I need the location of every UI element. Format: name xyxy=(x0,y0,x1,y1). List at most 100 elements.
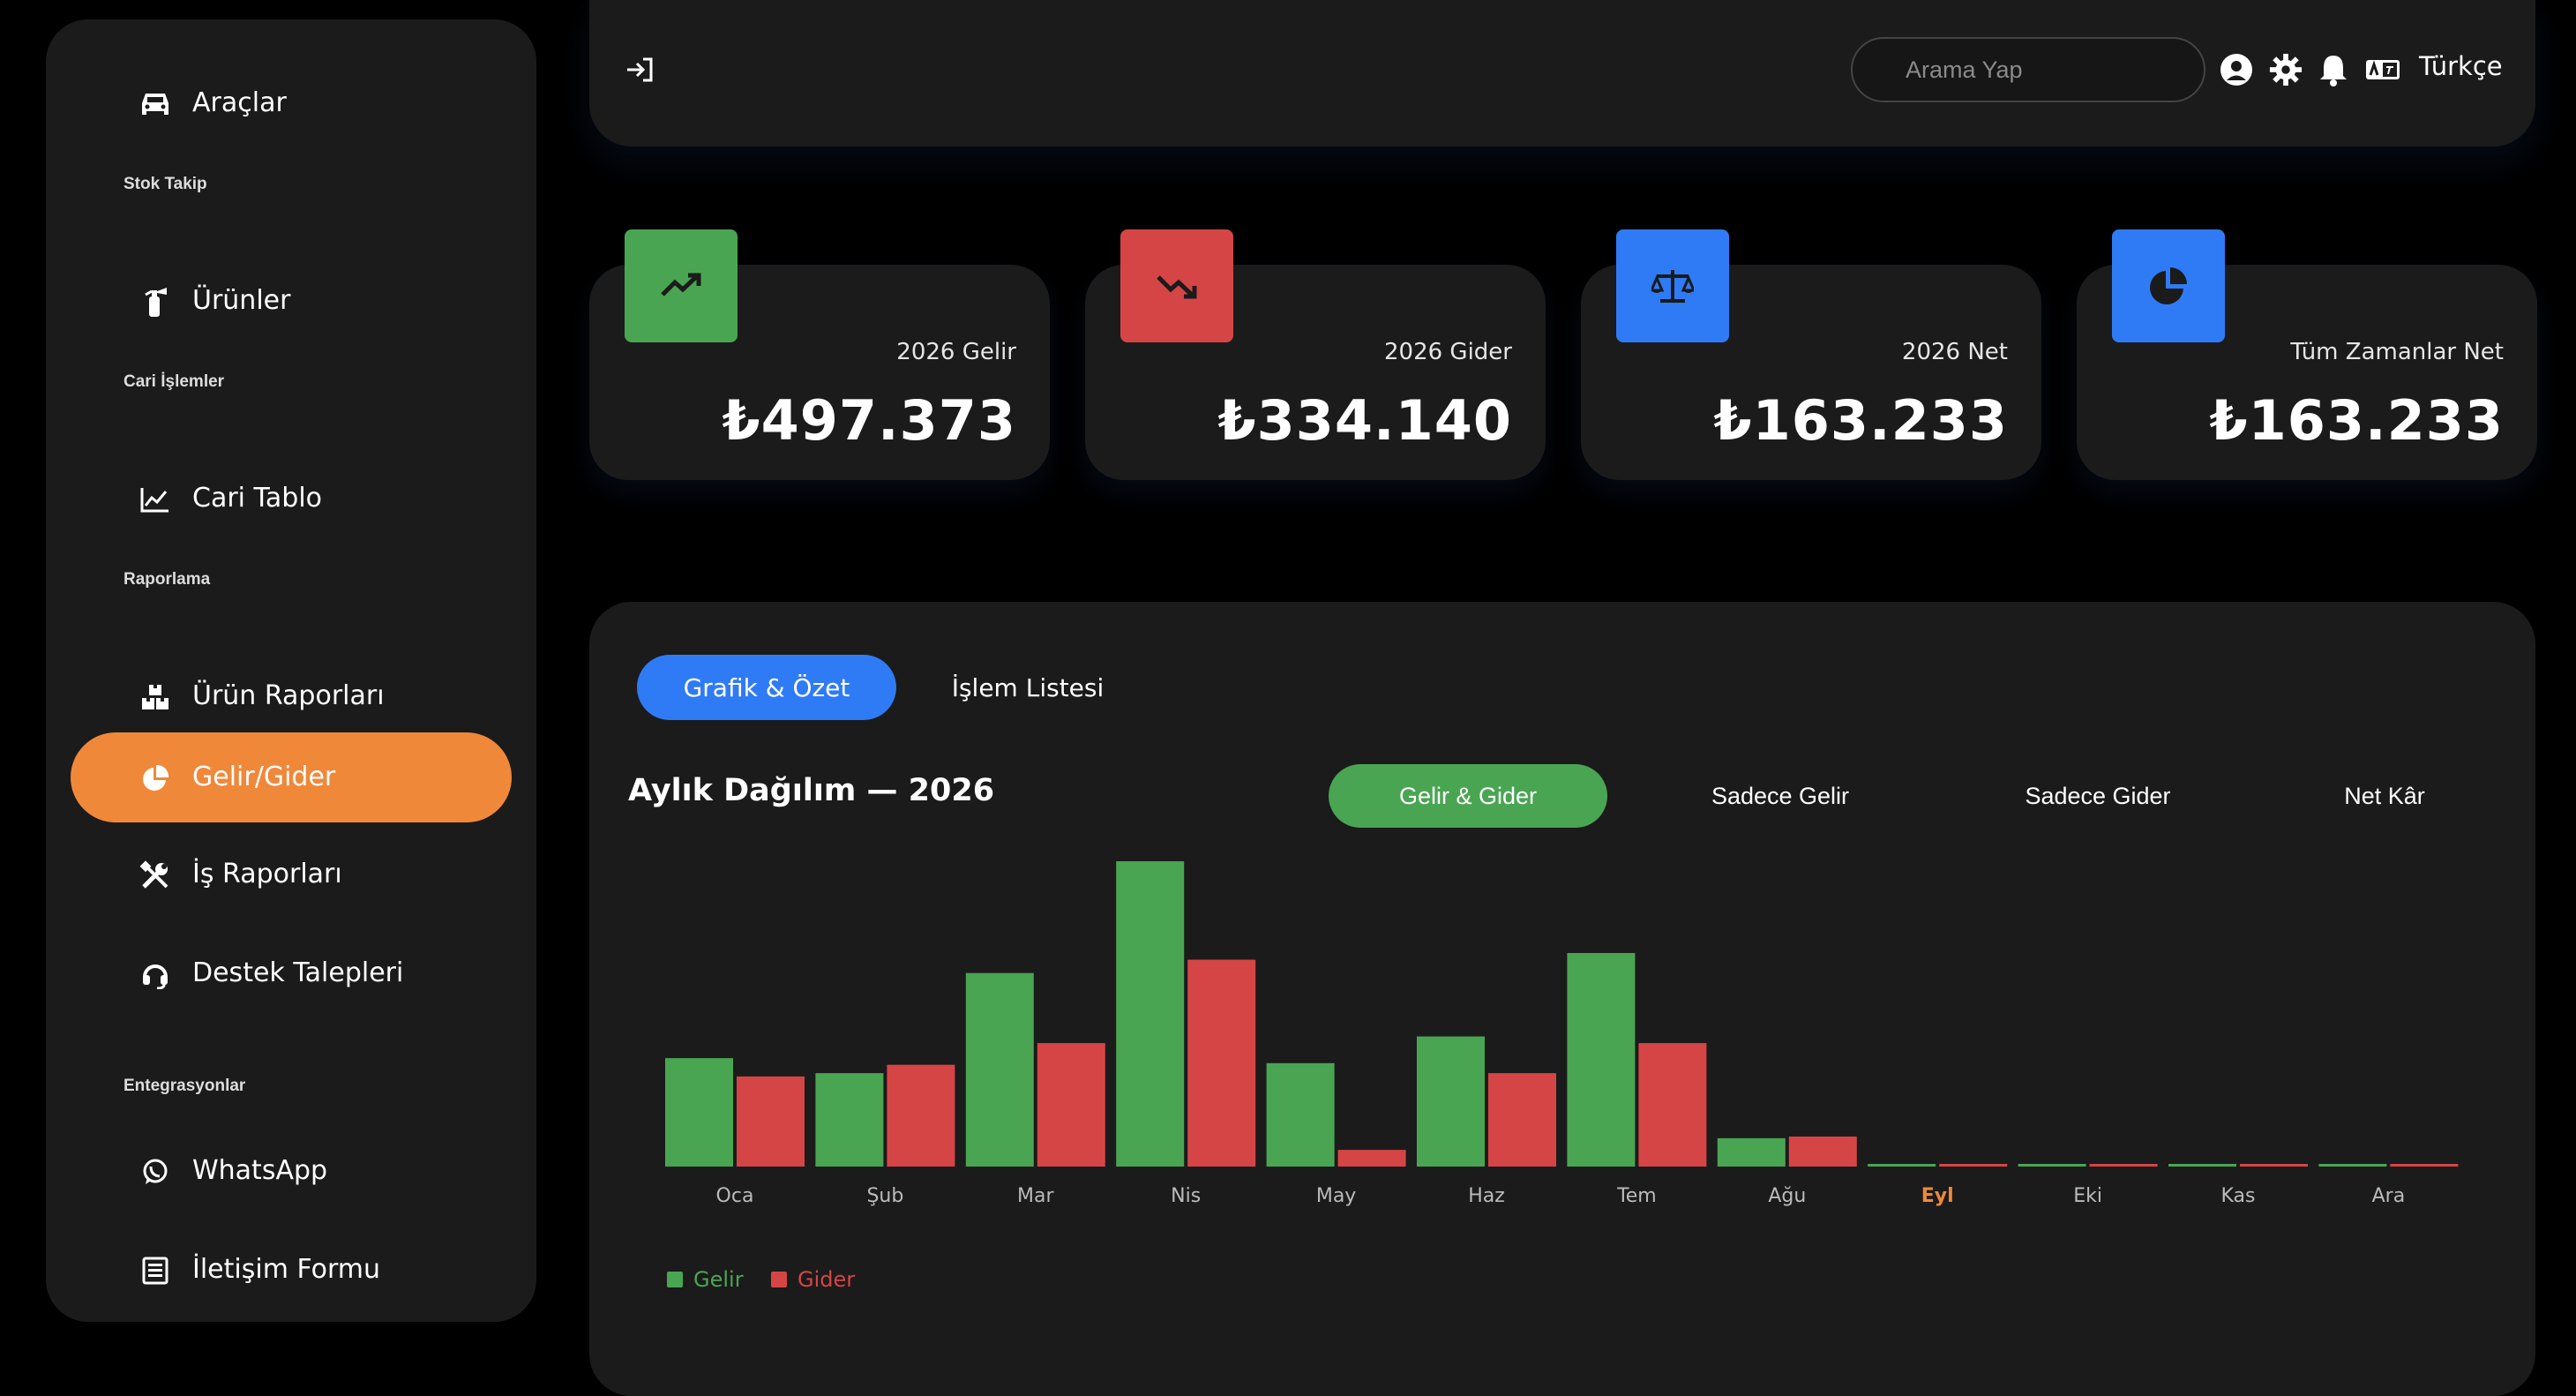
bar-gelir-1[interactable] xyxy=(815,1073,884,1167)
stat-label: 2026 Net xyxy=(1901,339,2008,365)
sidebar-item-label: Ürünler xyxy=(192,285,291,316)
bar-gider-3[interactable] xyxy=(1187,959,1256,1167)
x-tick-label: Haz xyxy=(1468,1185,1505,1207)
bar-gider-11[interactable] xyxy=(2390,1164,2459,1167)
bar-gider-2[interactable] xyxy=(1037,1043,1105,1167)
x-tick-label: Şub xyxy=(866,1185,903,1207)
sidebar-item-araclar[interactable]: Araçlar xyxy=(71,58,512,148)
stat-value: ₺163.233 xyxy=(2209,388,2504,453)
filter-net-kar[interactable]: Net Kâr xyxy=(2344,782,2425,809)
sidebar-item-destek-talepleri[interactable]: Destek Talepleri xyxy=(71,928,512,1018)
user-icon[interactable] xyxy=(2220,53,2253,86)
tab-grafik-ozet[interactable]: Grafik & Özet xyxy=(637,655,896,720)
bar-gider-10[interactable] xyxy=(2240,1164,2308,1167)
stat-label: Tüm Zamanlar Net xyxy=(2290,339,2504,365)
x-tick-label: Nis xyxy=(1171,1185,1201,1207)
legend-income: Gelir xyxy=(667,1267,744,1292)
section-label-cari-islemler: Cari İşlemler xyxy=(124,372,225,391)
sidebar-item-iletisim-formu[interactable]: İletişim Formu xyxy=(71,1225,512,1315)
sidebar-item-label: Gelir/Gider xyxy=(192,762,336,792)
language-selector[interactable]: Türkçe xyxy=(2419,51,2503,81)
trend-down-icon xyxy=(1120,229,1233,342)
bar-gider-7[interactable] xyxy=(1788,1136,1857,1167)
bar-gelir-3[interactable] xyxy=(1116,861,1185,1167)
bar-gelir-0[interactable] xyxy=(665,1058,733,1167)
translate-icon[interactable] xyxy=(2364,53,2401,86)
bar-gider-6[interactable] xyxy=(1638,1043,1707,1167)
x-tick-label: Ara xyxy=(2372,1185,2406,1207)
bar-gelir-10[interactable] xyxy=(2168,1164,2236,1167)
legend-label: Gider xyxy=(798,1267,856,1292)
pie-chart-icon xyxy=(2112,229,2225,342)
form-icon xyxy=(139,1255,171,1287)
filter-sadece-gider[interactable]: Sadece Gider xyxy=(2025,782,2171,809)
sidebar-item-label: İletişim Formu xyxy=(192,1254,381,1285)
bar-gider-8[interactable] xyxy=(1939,1164,2008,1167)
stat-value: ₺334.140 xyxy=(1217,388,1512,453)
bar-gelir-8[interactable] xyxy=(1868,1164,1936,1167)
line-chart-icon xyxy=(139,484,171,515)
sidebar-item-label: Destek Talepleri xyxy=(192,957,404,988)
legend-label: Gelir xyxy=(693,1267,744,1292)
headset-icon xyxy=(139,958,171,990)
x-tick-label: Mar xyxy=(1017,1185,1054,1207)
fire-extinguisher-icon xyxy=(139,286,171,318)
bar-gelir-2[interactable] xyxy=(965,972,1034,1167)
sidebar-item-label: İş Raporları xyxy=(192,859,342,889)
x-tick-label: Tem xyxy=(1616,1185,1657,1207)
bar-gelir-7[interactable] xyxy=(1717,1137,1786,1167)
bar-gelir-4[interactable] xyxy=(1266,1062,1335,1167)
section-label-entegrasyonlar: Entegrasyonlar xyxy=(124,1077,246,1095)
sidebar-item-label: Cari Tablo xyxy=(192,483,323,514)
stat-value: ₺497.373 xyxy=(722,388,1016,453)
sidebar-item-urunler[interactable]: Ürünler xyxy=(71,256,512,346)
report-panel xyxy=(589,602,2535,1396)
sidebar-item-whatsapp[interactable]: WhatsApp xyxy=(71,1126,512,1216)
bar-gider-9[interactable] xyxy=(2089,1164,2158,1167)
filter-sadece-gelir[interactable]: Sadece Gelir xyxy=(1711,782,1850,809)
x-tick-label: Eki xyxy=(2073,1185,2102,1207)
section-label-raporlama: Raporlama xyxy=(124,570,211,589)
legend-swatch xyxy=(771,1272,787,1287)
stat-value: ₺163.233 xyxy=(1713,388,2008,453)
sidebar-item-gelir-gider[interactable]: Gelir/Gider xyxy=(71,732,512,822)
bar-gelir-5[interactable] xyxy=(1417,1036,1485,1167)
legend-swatch xyxy=(667,1272,683,1287)
bar-gider-0[interactable] xyxy=(737,1076,805,1167)
car-icon xyxy=(139,88,171,120)
legend-expense: Gider xyxy=(771,1267,855,1292)
whatsapp-icon xyxy=(139,1156,171,1188)
bar-gider-5[interactable] xyxy=(1488,1073,1556,1167)
gear-icon[interactable] xyxy=(2269,53,2303,86)
sidebar-item-is-raporlari[interactable]: İş Raporları xyxy=(71,829,512,919)
monthly-bar-chart: Oca Şub Mar Nis May Haz Tem Ağu Eyl Eki Kas Ara xyxy=(665,861,2459,1207)
sidebar-item-cari-tablo[interactable]: Cari Tablo xyxy=(71,454,512,544)
login-icon[interactable] xyxy=(623,53,656,86)
x-tick-label: Oca xyxy=(716,1185,754,1207)
x-tick-label: May xyxy=(1316,1185,1356,1207)
sidebar-item-label: Araçlar xyxy=(192,87,287,118)
filter-gelir-gider[interactable]: Gelir & Gider xyxy=(1329,764,1607,828)
stat-label: 2026 Gider xyxy=(1384,339,1512,365)
stat-label: 2026 Gelir xyxy=(896,339,1016,365)
tools-icon xyxy=(139,859,171,891)
tab-islem-listesi[interactable]: İşlem Listesi xyxy=(951,672,1105,702)
balance-scale-icon xyxy=(1616,229,1729,342)
bar-gelir-11[interactable] xyxy=(2318,1164,2387,1167)
bell-icon[interactable] xyxy=(2317,53,2350,86)
x-tick-label: Eyl xyxy=(1921,1185,1954,1207)
x-tick-label: Kas xyxy=(2221,1185,2256,1207)
top-bar xyxy=(589,0,2535,146)
sidebar-item-label: WhatsApp xyxy=(192,1155,328,1186)
trend-up-icon xyxy=(625,229,738,342)
bar-gelir-9[interactable] xyxy=(2018,1164,2086,1167)
sidebar: Araçlar Stok Takip Ürünler Cari İşlemler… xyxy=(46,19,536,1322)
chart-title: Aylık Dağılım — 2026 xyxy=(628,773,995,808)
bar-gider-4[interactable] xyxy=(1337,1150,1406,1167)
boxes-icon xyxy=(139,681,171,713)
sidebar-item-urun-raporlari[interactable]: Ürün Raporları xyxy=(71,651,512,741)
search-input[interactable] xyxy=(1851,37,2205,102)
bar-gelir-6[interactable] xyxy=(1567,952,1636,1167)
sidebar-item-label: Ürün Raporları xyxy=(192,680,385,711)
bar-gider-1[interactable] xyxy=(887,1064,955,1167)
